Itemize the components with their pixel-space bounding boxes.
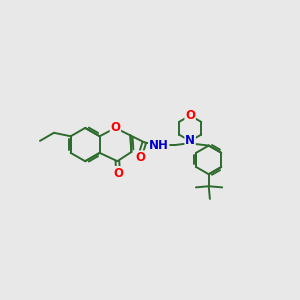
Text: NH: NH (149, 139, 169, 152)
Text: O: O (113, 167, 123, 180)
Text: N: N (185, 134, 195, 147)
Text: O: O (135, 151, 145, 164)
Text: O: O (110, 122, 120, 134)
Text: O: O (185, 109, 195, 122)
